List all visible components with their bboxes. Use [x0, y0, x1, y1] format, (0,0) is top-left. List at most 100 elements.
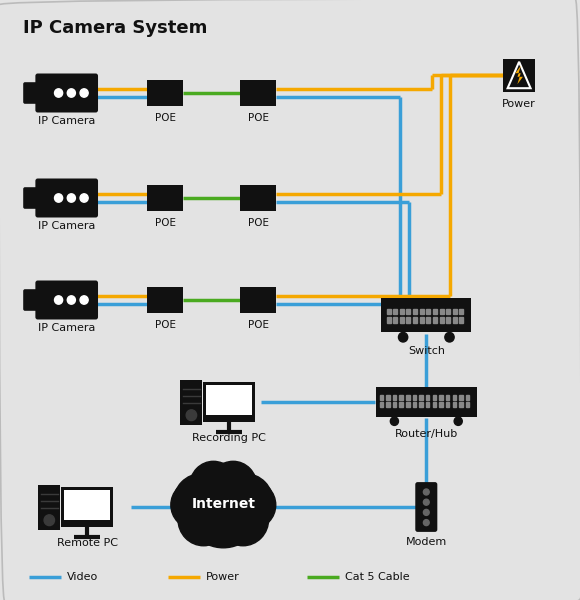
Bar	[386, 395, 390, 400]
Circle shape	[216, 473, 273, 532]
FancyBboxPatch shape	[240, 287, 276, 313]
Bar	[419, 402, 423, 407]
Bar	[440, 309, 444, 314]
FancyBboxPatch shape	[240, 185, 276, 211]
Circle shape	[184, 466, 263, 548]
Text: Video: Video	[67, 572, 98, 582]
FancyBboxPatch shape	[147, 287, 183, 313]
Circle shape	[423, 509, 429, 515]
Bar	[413, 395, 416, 400]
Bar	[406, 395, 409, 400]
Circle shape	[55, 296, 63, 304]
Bar	[446, 317, 450, 323]
Bar	[459, 317, 463, 323]
FancyBboxPatch shape	[35, 178, 98, 217]
FancyBboxPatch shape	[61, 487, 113, 527]
Circle shape	[80, 194, 88, 202]
Bar	[433, 317, 437, 323]
Bar	[426, 309, 430, 314]
Circle shape	[423, 499, 429, 505]
FancyBboxPatch shape	[35, 280, 98, 319]
FancyBboxPatch shape	[240, 80, 276, 106]
Bar	[393, 395, 396, 400]
FancyBboxPatch shape	[203, 382, 255, 422]
FancyBboxPatch shape	[415, 482, 437, 532]
Circle shape	[230, 481, 276, 529]
Text: Router/Hub: Router/Hub	[394, 429, 458, 439]
Circle shape	[203, 463, 244, 506]
Bar	[426, 395, 429, 400]
Bar	[393, 309, 397, 314]
Text: POE: POE	[248, 320, 269, 330]
Bar	[426, 402, 429, 407]
Bar	[466, 402, 469, 407]
Bar	[420, 309, 424, 314]
Bar	[393, 402, 396, 407]
Text: Recording PC: Recording PC	[192, 433, 266, 443]
Bar	[452, 395, 456, 400]
Bar	[440, 317, 444, 323]
Circle shape	[44, 515, 55, 526]
Bar	[379, 395, 383, 400]
Bar	[459, 309, 463, 314]
Circle shape	[173, 473, 230, 532]
Bar	[446, 309, 450, 314]
FancyBboxPatch shape	[38, 485, 60, 529]
Text: IP Camera: IP Camera	[38, 323, 95, 333]
Bar	[407, 317, 411, 323]
Circle shape	[55, 89, 63, 97]
Circle shape	[80, 89, 88, 97]
Bar	[400, 395, 403, 400]
FancyBboxPatch shape	[376, 387, 477, 417]
Bar	[439, 395, 443, 400]
Circle shape	[67, 194, 75, 202]
FancyBboxPatch shape	[180, 379, 202, 424]
Bar	[466, 395, 469, 400]
FancyBboxPatch shape	[147, 80, 183, 106]
Circle shape	[390, 417, 398, 425]
Text: POE: POE	[155, 320, 176, 330]
Text: POE: POE	[155, 113, 176, 123]
Bar	[446, 395, 450, 400]
Bar	[452, 402, 456, 407]
Circle shape	[398, 332, 408, 342]
Bar	[379, 402, 383, 407]
Bar	[459, 395, 463, 400]
Bar	[433, 395, 436, 400]
Text: IP Camera: IP Camera	[38, 221, 95, 231]
Circle shape	[209, 461, 257, 510]
Circle shape	[55, 194, 63, 202]
Bar	[386, 317, 391, 323]
Bar	[413, 402, 416, 407]
FancyBboxPatch shape	[23, 289, 39, 311]
Text: IP Camera System: IP Camera System	[23, 19, 208, 37]
Bar	[407, 309, 411, 314]
Bar	[386, 402, 390, 407]
Bar	[420, 317, 424, 323]
Polygon shape	[515, 66, 523, 84]
Bar	[400, 309, 404, 314]
Circle shape	[171, 481, 216, 529]
Text: Remote PC: Remote PC	[56, 538, 118, 548]
Circle shape	[178, 493, 229, 546]
Circle shape	[423, 520, 429, 526]
FancyBboxPatch shape	[23, 82, 39, 104]
Circle shape	[186, 410, 197, 421]
Circle shape	[67, 296, 75, 304]
Bar	[400, 317, 404, 323]
Text: POE: POE	[248, 113, 269, 123]
Text: IP Camera: IP Camera	[38, 116, 95, 126]
Bar	[406, 402, 409, 407]
Bar	[419, 395, 423, 400]
Circle shape	[423, 489, 429, 495]
Bar	[400, 402, 403, 407]
Text: Internet: Internet	[191, 497, 255, 511]
Text: POE: POE	[155, 218, 176, 228]
FancyBboxPatch shape	[147, 185, 183, 211]
Bar	[433, 402, 436, 407]
Bar	[459, 402, 463, 407]
Circle shape	[445, 332, 454, 342]
Circle shape	[67, 89, 75, 97]
Circle shape	[218, 493, 269, 546]
FancyBboxPatch shape	[23, 187, 39, 209]
